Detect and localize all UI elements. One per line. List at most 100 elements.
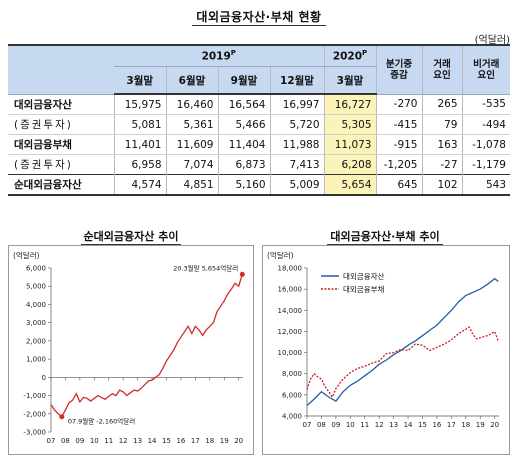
summary-table: 2019P 2020P 분기중 증감 거래 요인 비거래 요인 3월말 6월말 9월말… [8,44,510,196]
table-cell: 6,873 [217,154,270,175]
net-assets-chart: (억달러) 6,000 5,000 4,000 3,000 2,000 1,000 0 -1,0… [13,251,245,445]
header-change: 분기중 증감 [375,45,422,95]
max-annotation: 20.3월말 5,654억달러 [173,263,238,272]
table-cell: 11,404 [217,134,270,155]
y-tick-label: 0 [42,374,46,382]
table-cell: 11,988 [269,134,324,155]
x-tick-label: 16 [432,421,441,429]
table-cell: -27 [421,154,462,175]
x-tick-label: 12 [375,421,384,429]
x-tick-label: 10 [90,437,99,445]
x-tick-label: 15 [162,437,171,445]
y-tick-label: 1,000 [26,356,46,364]
table-cell: 11,073 [323,134,376,155]
series-line [50,274,243,418]
y-tick-label: 16,000 [278,286,303,294]
assets-liabilities-chart: (억달러) 18,000 16,000 14,000 12,000 10,000 8,000… [267,251,499,429]
x-tick-label: 20 [234,437,243,445]
table-cell: 5,654 [323,174,376,196]
right-chart-title: 대외금융자산·부채 추이 [262,228,508,245]
table-cell: -1,179 [461,154,510,175]
table-cell: 11,609 [165,134,218,155]
right-chart-panel: (억달러) 18,000 16,000 14,000 12,000 10,000 8,000… [262,245,510,455]
row-label: (증권투자) [8,114,114,135]
table-cell: 6,958 [113,154,166,175]
table-cell: 645 [375,174,422,196]
table-cell: 16,727 [323,94,376,115]
table-cell: 5,466 [217,114,270,135]
table-cell: 5,081 [113,114,166,135]
left-chart-title: 순대외금융자산 추이 [8,228,254,245]
y-tick-label: 18,000 [278,265,303,273]
table-cell: 5,361 [165,114,218,135]
y-tick-label: 10,000 [278,349,303,357]
x-tick-label: 07 [303,421,312,429]
x-tick-label: 16 [176,437,185,445]
table-cell: 7,413 [269,154,324,175]
header-year-2019: 2019P [114,45,324,67]
table-cell: 4,574 [113,174,166,196]
table-cell: -535 [461,94,510,115]
x-tick-label: 19 [476,421,485,429]
table-cell: 163 [421,134,462,155]
y-tick-label: -1,000 [23,392,46,400]
table-cell: 5,009 [269,174,324,196]
table-cell: 6,208 [323,154,376,175]
header-col: 6월말 [165,66,218,95]
y-tick-label: 2,000 [26,337,46,345]
table-cell: -415 [375,114,422,135]
y-tick-label: 3,000 [26,319,46,327]
x-tick-label: 20 [490,421,499,429]
table-cell: 5,160 [217,174,270,196]
x-tick-label: 09 [75,437,84,445]
table-row: 순대외금융자산 4,574 4,851 5,160 5,009 5,654 645 102 54… [8,174,510,196]
chart-unit: (억달러) [13,251,40,260]
x-tick-label: 10 [346,421,355,429]
y-tick-label: 8,000 [282,370,302,378]
table-cell: -270 [375,94,422,115]
header-corner [8,45,114,95]
row-label: 순대외금융자산 [8,174,114,196]
header-col: 3월말 [114,66,166,95]
table-cell: -1,078 [461,134,510,155]
page-title: 대외금융자산·부채 현황 [0,8,518,26]
min-point [59,414,65,420]
x-tick-label: 13 [389,421,398,429]
legend-label: 대외금융부채 [343,284,384,294]
y-tick-label: 4,000 [282,413,302,421]
row-label: 대외금융부채 [8,134,114,155]
y-tick-label: 6,000 [26,265,46,273]
table-cell: 79 [421,114,462,135]
table-cell: 11,401 [113,134,166,155]
row-label: (증권투자) [14,159,73,171]
x-tick-label: 08 [317,421,326,429]
table-unit: (억달러) [474,35,510,46]
table-cell: 4,851 [165,174,218,196]
series-line [306,277,499,406]
table-cell: 102 [421,174,462,196]
legend-label: 대외금융자산 [343,271,384,281]
y-tick-label: 12,000 [278,328,303,336]
x-tick-label: 08 [61,437,70,445]
table-cell: 5,305 [323,114,376,135]
table-cell: -494 [461,114,510,135]
table-cell: 16,997 [269,94,324,115]
y-tick-label: 6,000 [282,391,302,399]
x-tick-label: 11 [104,437,113,445]
x-tick-label: 07 [47,437,56,445]
left-chart-panel: (억달러) 6,000 5,000 4,000 3,000 2,000 1,000 0 -1,0… [8,245,254,455]
x-tick-label: 19 [220,437,229,445]
table-cell: 15,975 [113,94,166,115]
table-cell: -915 [375,134,422,155]
x-tick-label: 09 [331,421,340,429]
chart-unit: (억달러) [267,251,294,260]
series-line [306,326,499,399]
x-tick-label: 14 [148,437,157,445]
x-tick-label: 14 [404,421,413,429]
table-cell: 16,460 [165,94,218,115]
table-row: 대외금융부채 11,401 11,609 11,404 11,988 11,073 -915… [8,134,510,155]
y-tick-label: 5,000 [26,283,46,291]
max-point [239,271,245,277]
table-body: 대외금융자산 15,975 16,460 16,564 16,997 16,727 -270… [8,94,510,196]
table-cell: 7,074 [165,154,218,175]
